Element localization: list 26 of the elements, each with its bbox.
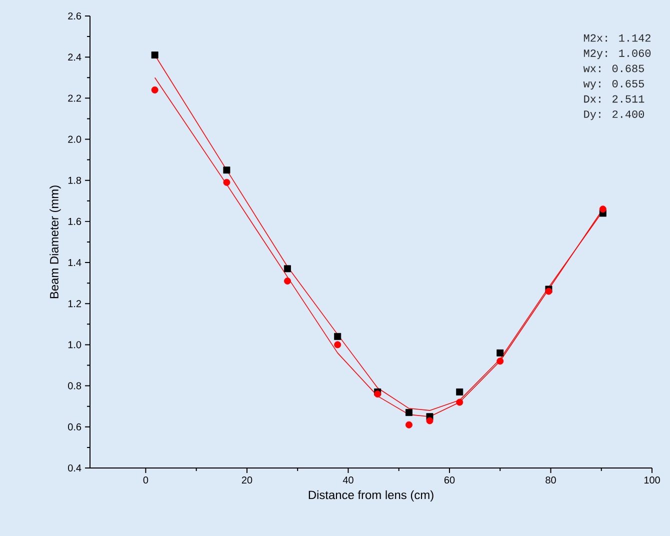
y-tick-label: 1.6 (68, 218, 82, 225)
y-tick-label: 1.2 (68, 300, 81, 308)
y-tick-label: 0.6 (68, 423, 82, 430)
x-axis-title: Distance from lens (cm) (308, 490, 434, 502)
annotation: M2x: 1.142 (584, 34, 650, 42)
annotation: Dx: 2.511 (584, 95, 644, 103)
y-tick-label: 2.2 (68, 94, 81, 102)
annotation: wy: 0.655 (583, 80, 644, 90)
y-tick-label: 2.0 (68, 136, 82, 143)
y-tick-label: 2.6 (68, 12, 82, 20)
y-tick-label: 1.8 (68, 176, 82, 184)
y-tick-label: 1.4 (68, 259, 82, 266)
x-tick-label: 40 (342, 476, 354, 484)
annotation: wx: 0.685 (583, 64, 644, 72)
y-tick-label: 1.0 (68, 341, 82, 348)
y-tick-label: 2.4 (68, 54, 82, 61)
y-axis-title: Beam Diameter (mm) (50, 186, 61, 298)
annotation: Dy: 2.400 (584, 110, 644, 120)
x-tick-label: 80 (546, 476, 556, 484)
y-tick-label: 0.4 (68, 464, 82, 472)
x-tick-label: 100 (644, 476, 660, 484)
annotation: M2y: 1.060 (584, 50, 651, 60)
x-tick-label: 0 (143, 476, 148, 484)
y-tick-label: 0.8 (68, 382, 82, 390)
x-tick-label: 20 (242, 476, 252, 484)
x-tick-label: 60 (444, 476, 455, 484)
